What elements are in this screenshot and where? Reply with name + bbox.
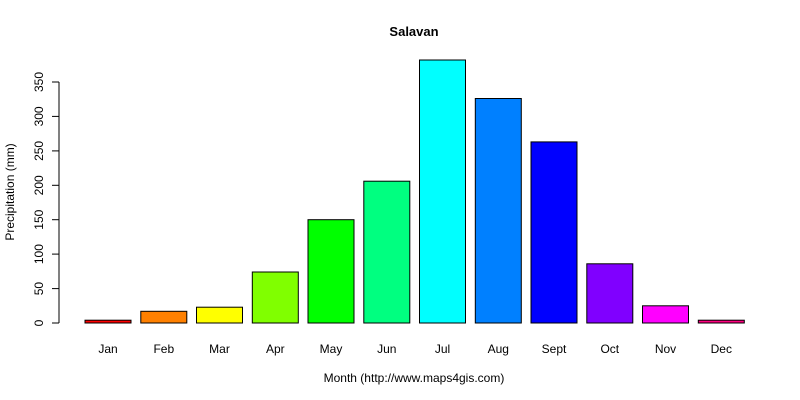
bar-oct: [586, 263, 634, 324]
bar-apr: [251, 271, 299, 324]
bar-nov: [642, 305, 689, 324]
x-tick-label: Feb: [153, 342, 174, 356]
bar-aug: [474, 98, 522, 324]
x-tick-label: Jul: [435, 342, 450, 356]
bar-feb: [140, 310, 188, 324]
y-tick-label: 200: [32, 175, 46, 195]
bar-jan: [84, 319, 132, 324]
y-tick-label: 300: [32, 106, 46, 126]
x-tick-label: Nov: [655, 342, 676, 356]
y-tick-label: 150: [32, 209, 46, 229]
x-tick-label: Sept: [542, 342, 567, 356]
y-tick-label: 50: [32, 282, 46, 296]
x-tick-label: Dec: [711, 342, 732, 356]
y-axis-title: Precipitation (mm): [3, 143, 17, 240]
y-tick-label: 100: [32, 244, 46, 264]
y-axis: 0 50 100 150 200 250 300 350: [32, 72, 60, 326]
bar-may: [307, 219, 355, 324]
x-tick-label: Mar: [209, 342, 230, 356]
x-axis-title: Month (http://www.maps4gis.com): [324, 371, 505, 385]
x-tick-label: Oct: [600, 342, 619, 356]
bar-jun: [363, 180, 411, 324]
bar-sept: [530, 141, 578, 324]
y-tick-label: 250: [32, 141, 46, 161]
bar-dec: [697, 319, 745, 324]
bar-mar: [196, 306, 243, 324]
chart-title: Salavan: [389, 24, 438, 39]
y-tick-label: 0: [32, 319, 46, 326]
x-tick-label: Jan: [98, 342, 117, 356]
x-axis-labels: Jan Feb Mar Apr May Jun Jul Aug Sept Oct Nov Dec: [98, 342, 732, 356]
bars-group: [84, 59, 745, 324]
y-tick-label: 350: [32, 72, 46, 92]
x-tick-label: May: [320, 342, 343, 356]
x-tick-label: Apr: [266, 342, 285, 356]
bar-jul: [419, 59, 466, 324]
x-tick-label: Aug: [488, 342, 509, 356]
x-tick-label: Jun: [377, 342, 396, 356]
